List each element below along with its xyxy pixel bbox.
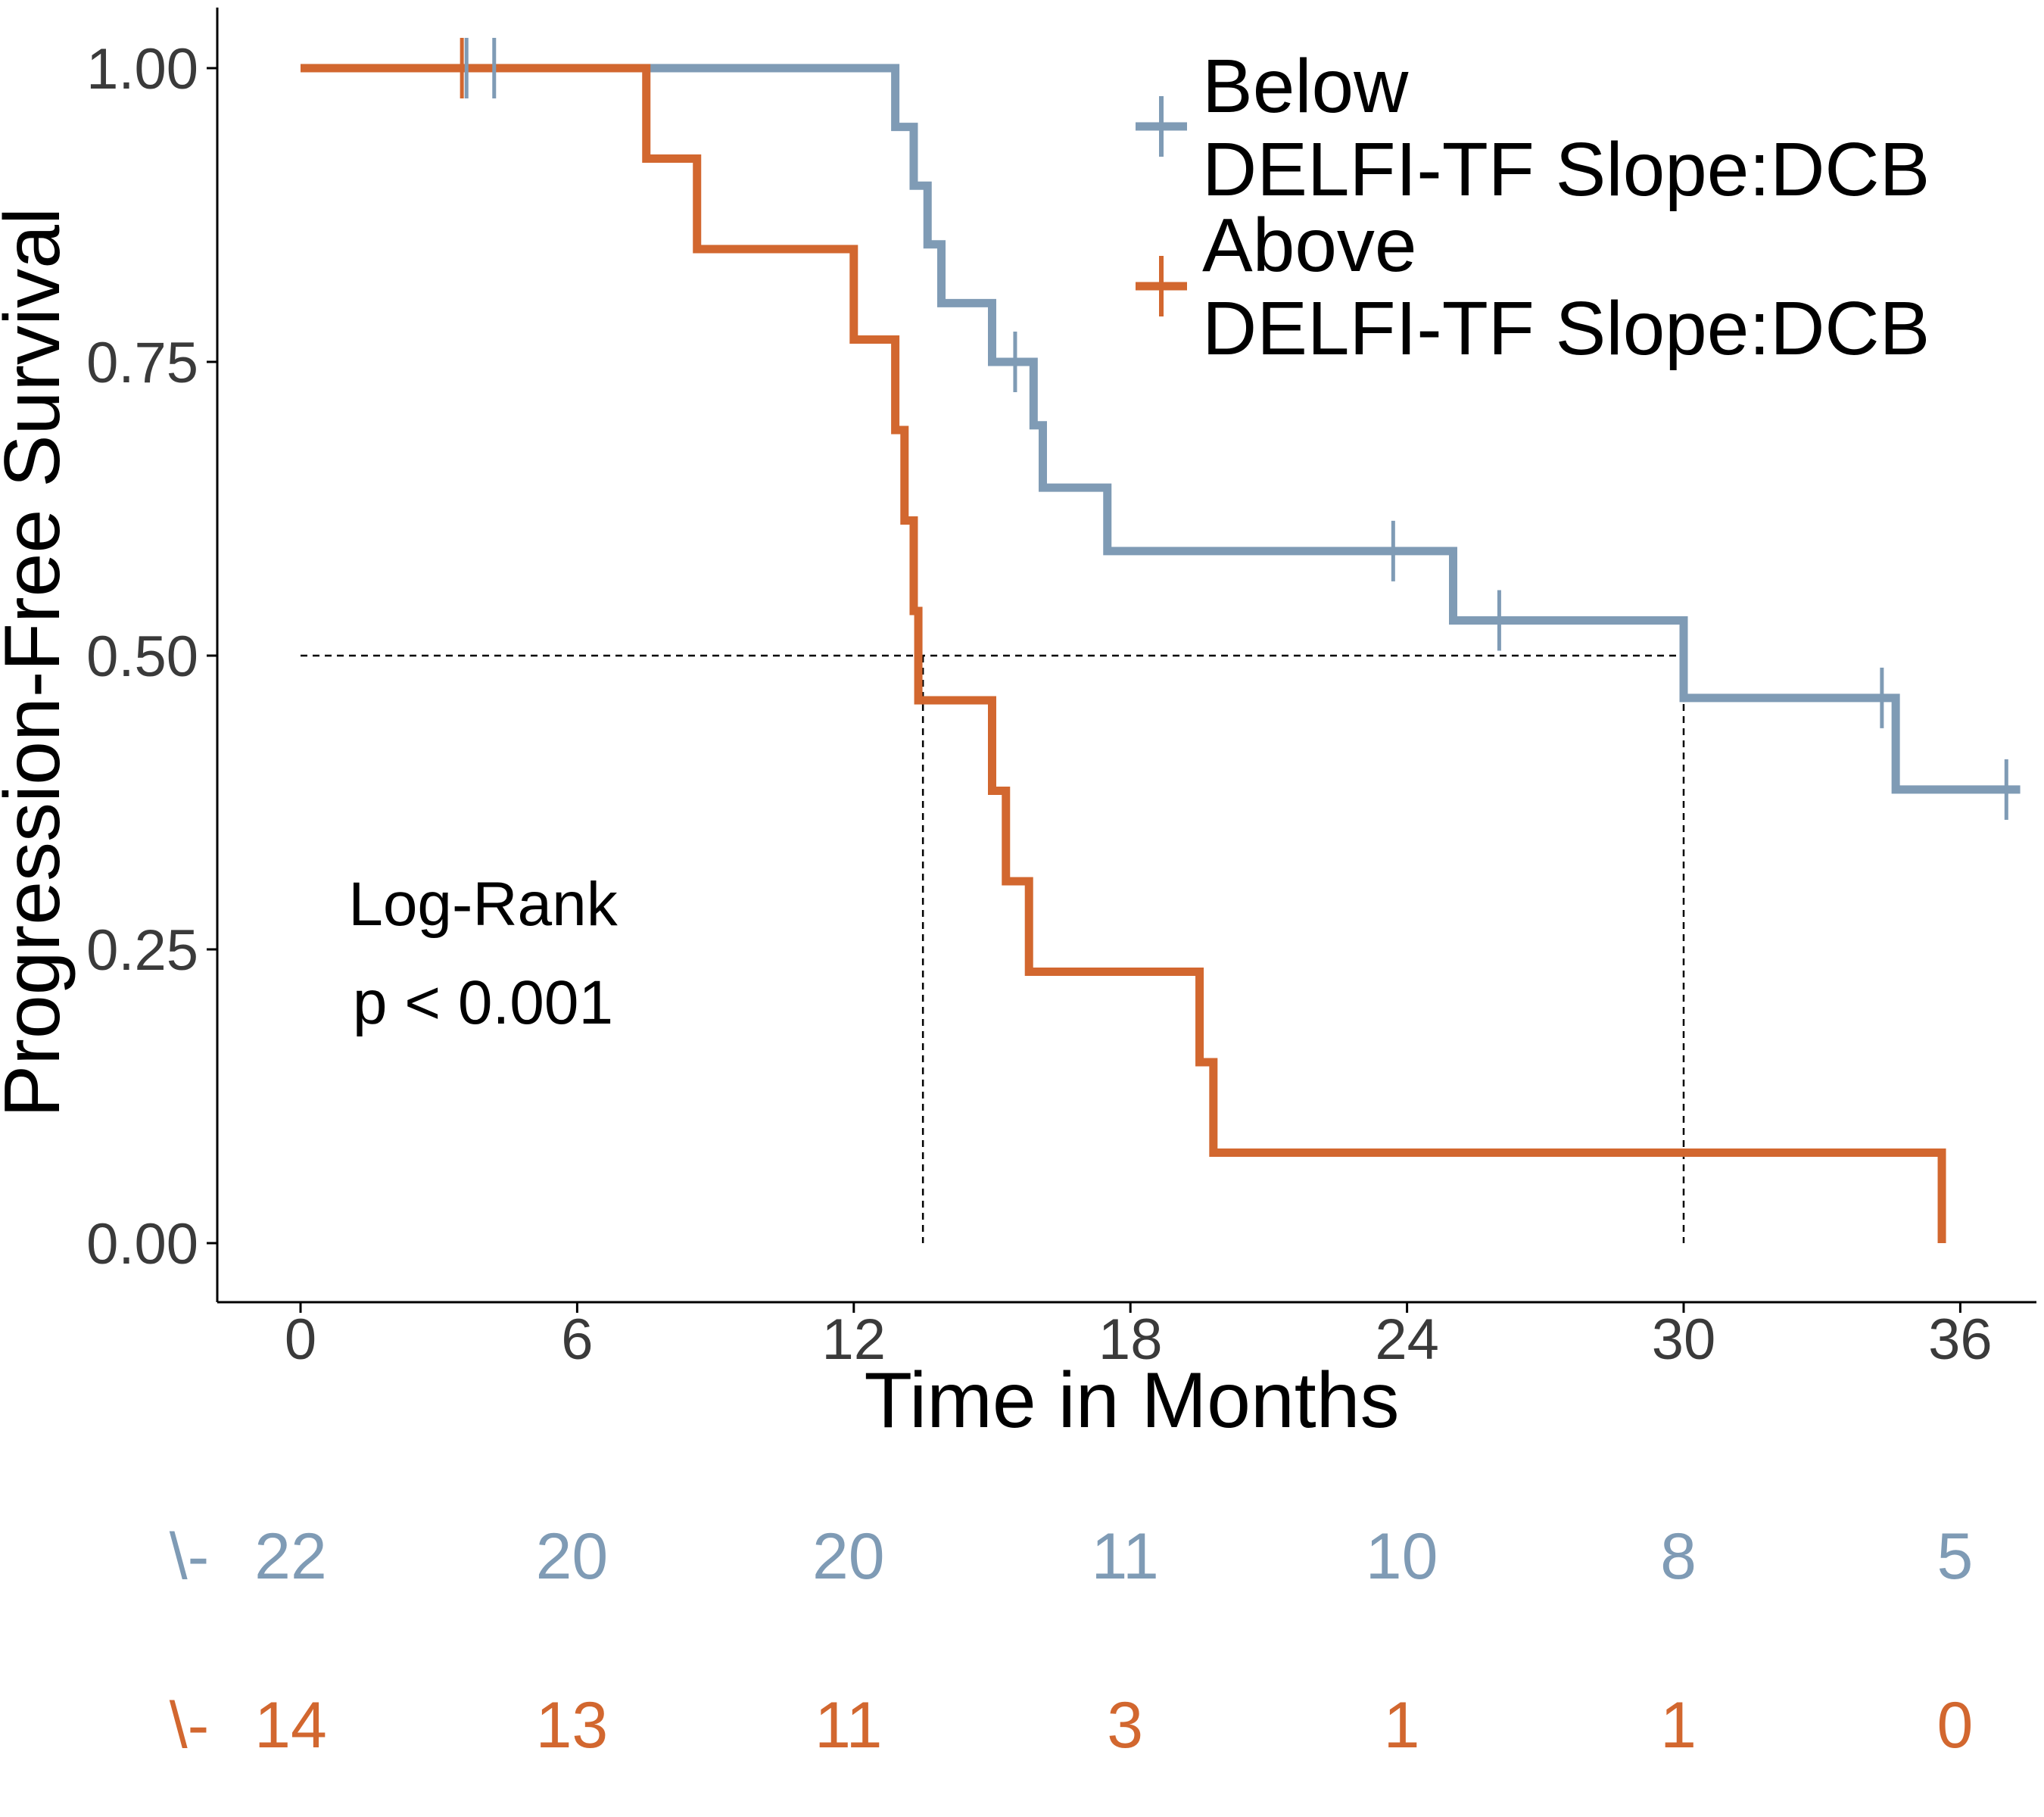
legend-label-below-line2: DELFI-TF Slope:DCB bbox=[1202, 127, 1930, 212]
x-tick-label: 36 bbox=[1928, 1307, 1993, 1372]
x-axis-title: Time in Months bbox=[864, 1357, 1399, 1445]
risk-row-label: \- bbox=[170, 1689, 210, 1762]
logrank-pvalue: p < 0.001 bbox=[353, 968, 613, 1037]
risk-count: 8 bbox=[1660, 1520, 1697, 1593]
risk-count: 22 bbox=[254, 1520, 327, 1593]
x-tick-label: 18 bbox=[1098, 1307, 1163, 1372]
curve-below bbox=[301, 64, 2021, 794]
x-tick-label: 6 bbox=[561, 1307, 593, 1372]
legend: Below DELFI-TF Slope:DCB Above DELFI-TF … bbox=[1136, 44, 1930, 371]
y-tick-label: 1.00 bbox=[86, 37, 198, 101]
curve-above bbox=[301, 64, 1946, 1243]
y-axis-ticks: 0.00 0.25 0.50 0.75 1.00 bbox=[86, 37, 217, 1276]
risk-count: 5 bbox=[1937, 1520, 1973, 1593]
risk-count: 1 bbox=[1384, 1689, 1420, 1762]
risk-count: 1 bbox=[1660, 1689, 1697, 1762]
legend-label-below-line1: Below bbox=[1202, 44, 1409, 129]
censor-marks bbox=[460, 38, 2008, 820]
legend-item-above: Above DELFI-TF Slope:DCB bbox=[1136, 203, 1930, 371]
logrank-label: Log-Rank bbox=[348, 870, 618, 939]
risk-count: 20 bbox=[536, 1520, 609, 1593]
risk-count: 3 bbox=[1107, 1689, 1143, 1762]
legend-item-below: Below DELFI-TF Slope:DCB bbox=[1136, 44, 1930, 212]
risk-table: \- 22 20 20 11 10 8 5\- 14 13 11 3 1 1 0 bbox=[170, 1520, 1974, 1762]
risk-count: 13 bbox=[536, 1689, 609, 1762]
legend-label-above-line1: Above bbox=[1202, 203, 1417, 288]
y-tick-label: 0.25 bbox=[86, 918, 198, 983]
y-tick-label: 0.00 bbox=[86, 1212, 198, 1276]
median-reference-lines bbox=[301, 654, 1685, 1243]
risk-count: 10 bbox=[1366, 1520, 1438, 1593]
y-tick-label: 0.75 bbox=[86, 331, 198, 395]
risk-count: 11 bbox=[815, 1689, 882, 1762]
survival-curves bbox=[301, 64, 2021, 1243]
risk-count: 14 bbox=[254, 1689, 327, 1762]
risk-count: 20 bbox=[812, 1520, 885, 1593]
x-axis-ticks: 0 6 12 18 24 30 36 bbox=[285, 1302, 1993, 1372]
x-tick-label: 24 bbox=[1375, 1307, 1439, 1372]
x-tick-label: 12 bbox=[822, 1307, 886, 1372]
x-tick-label: 0 bbox=[285, 1307, 316, 1372]
y-tick-label: 0.50 bbox=[86, 625, 198, 689]
risk-count: 11 bbox=[1092, 1520, 1159, 1593]
risk-row-label: \- bbox=[170, 1520, 210, 1593]
legend-label-above-line2: DELFI-TF Slope:DCB bbox=[1202, 286, 1930, 371]
y-axis-title: Progression-Free Survival bbox=[0, 207, 76, 1117]
x-tick-label: 30 bbox=[1652, 1307, 1716, 1372]
risk-count: 0 bbox=[1937, 1689, 1973, 1762]
